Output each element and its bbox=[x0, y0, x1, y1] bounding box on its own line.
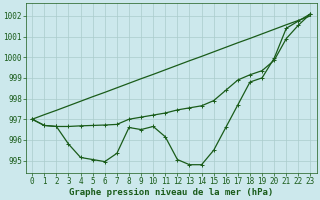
X-axis label: Graphe pression niveau de la mer (hPa): Graphe pression niveau de la mer (hPa) bbox=[69, 188, 274, 197]
